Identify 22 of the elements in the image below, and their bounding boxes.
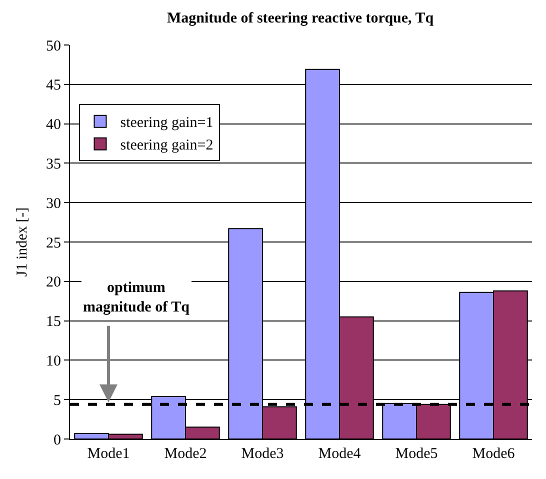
y-tick-label: 40 <box>46 117 61 134</box>
annotation: optimum magnitude of Tq <box>83 280 190 316</box>
legend-label: steering gain=1 <box>120 115 214 132</box>
x-tick-label: Mode4 <box>318 446 362 462</box>
y-tick-label: 10 <box>46 353 61 370</box>
y-tick-label: 35 <box>46 156 61 172</box>
x-tick-label: Mode2 <box>164 446 207 462</box>
x-tick-label: Mode3 <box>241 446 284 462</box>
y-axis-title: J1 index [-] <box>14 207 30 277</box>
y-tick-label: 15 <box>46 314 61 330</box>
x-tick-label: Mode6 <box>472 446 516 462</box>
x-tick-label: Mode5 <box>395 446 438 462</box>
y-tick-label: 5 <box>54 392 61 409</box>
legend-label: steering gain=2 <box>120 138 214 154</box>
y-tick-label: 0 <box>54 432 61 448</box>
chart-title: Magnitude of steering reactive torque, Tq <box>166 10 434 26</box>
y-tick-label: 20 <box>46 274 61 291</box>
y-tick-label: 50 <box>46 38 61 54</box>
y-tick-label: 30 <box>46 196 61 212</box>
x-tick-label: Mode1 <box>87 446 130 462</box>
y-tick-label: 25 <box>46 235 61 252</box>
y-tick-label: 45 <box>46 78 61 94</box>
